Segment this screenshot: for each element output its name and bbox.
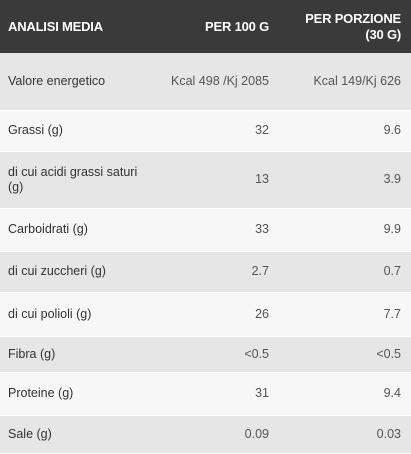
row-per-100g: 0.09 [149,415,279,454]
row-per-portion: 0.7 [279,251,411,293]
table-row: Carboidrati (g) 33 9.9 [0,208,411,252]
row-per-portion: 7.7 [279,292,411,337]
row-label: Valore energetico [0,53,149,111]
row-per-portion: 3.9 [279,151,411,209]
table-body: Valore energetico Kcal 498 /Kj 2085 Kcal… [0,53,411,454]
row-label: Carboidrati (g) [0,208,149,252]
row-per-100g: <0.5 [149,336,279,373]
header-per-portion: PER PORZIONE (30 G) [305,10,401,42]
table-row: di cui zuccheri (g) 2.7 0.7 [0,251,411,293]
row-per-portion: 0.03 [279,415,411,454]
table-row: Proteine (g) 31 9.4 [0,372,411,416]
row-per-portion: 9.4 [279,372,411,416]
table-row: Grassi (g) 32 9.6 [0,110,411,152]
row-per-100g: 26 [149,292,279,337]
row-per-portion: <0.5 [279,336,411,373]
row-label: di cui polioli (g) [0,292,149,337]
header-analysis: ANALISI MEDIA [8,18,103,34]
row-per-portion: 9.9 [279,208,411,252]
row-label: di cui acidi grassi saturi (g) [0,151,149,209]
table-row: di cui acidi grassi saturi (g) 13 3.9 [0,151,411,209]
table-row: Fibra (g) <0.5 <0.5 [0,336,411,373]
row-per-portion: 9.6 [279,110,411,152]
table-row: di cui polioli (g) 26 7.7 [0,292,411,337]
header-row: ANALISI MEDIA PER 100 G PER PORZIONE (30… [0,0,411,53]
table-row: Valore energetico Kcal 498 /Kj 2085 Kcal… [0,53,411,111]
row-label: Grassi (g) [0,110,149,152]
row-per-100g: 32 [149,110,279,152]
row-per-100g: 33 [149,208,279,252]
row-per-100g: 13 [149,151,279,209]
row-label: Sale (g) [0,415,149,454]
row-per-100g: Kcal 498 /Kj 2085 [149,53,279,111]
table-header: ANALISI MEDIA PER 100 G PER PORZIONE (30… [0,0,411,53]
row-per-100g: 31 [149,372,279,416]
row-label: Proteine (g) [0,372,149,416]
row-label: di cui zuccheri (g) [0,251,149,293]
row-per-portion: Kcal 149/Kj 626 [279,53,411,111]
row-label: Fibra (g) [0,336,149,373]
row-per-100g: 2.7 [149,251,279,293]
table-row: Sale (g) 0.09 0.03 [0,415,411,454]
header-per-100g: PER 100 G [205,18,269,34]
